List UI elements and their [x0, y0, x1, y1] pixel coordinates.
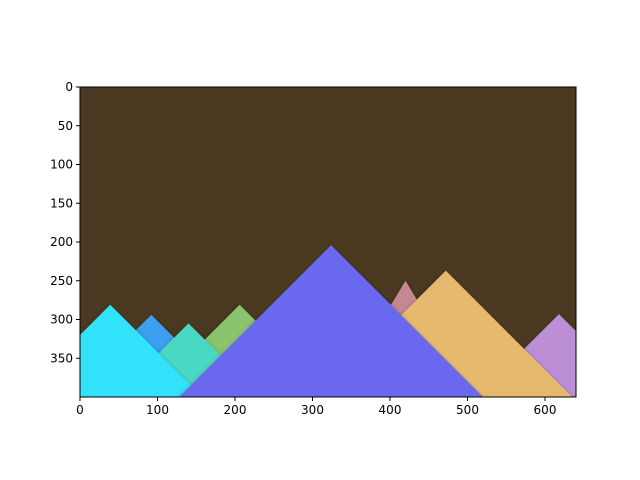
x-tick-label: 300	[301, 403, 324, 417]
x-tick-label: 400	[379, 403, 402, 417]
y-tick-label: 350	[50, 351, 73, 365]
y-tick-label: 200	[50, 235, 73, 249]
mountain-shape-6	[80, 304, 203, 397]
y-tick-label: 0	[65, 80, 73, 94]
y-axis: 0 50 100 150 200 250 300 350	[50, 80, 80, 365]
mountain-shape-8	[179, 245, 483, 397]
x-tick-label: 600	[534, 403, 557, 417]
x-tick-label: 200	[224, 403, 247, 417]
y-tick-label: 50	[58, 119, 73, 133]
y-tick-label: 100	[50, 158, 73, 172]
y-tick-label: 300	[50, 313, 73, 327]
mountain-shapes	[80, 245, 576, 397]
x-tick-label: 500	[456, 403, 479, 417]
x-axis: 0 100 200 300 400 500 600	[76, 397, 556, 417]
x-tick-label: 100	[146, 403, 169, 417]
y-tick-label: 150	[50, 196, 73, 210]
y-tick-label: 250	[50, 274, 73, 288]
x-tick-label: 0	[76, 403, 84, 417]
